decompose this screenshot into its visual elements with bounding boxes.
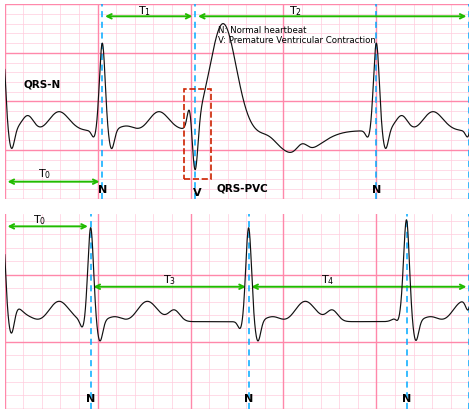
Text: T$_0$: T$_0$ <box>33 213 46 227</box>
Text: T$_1$: T$_1$ <box>137 5 151 18</box>
Text: N: N <box>244 394 253 404</box>
Text: V: V <box>193 188 202 198</box>
Text: QRS-N: QRS-N <box>23 79 61 89</box>
Text: N: N <box>402 394 411 404</box>
Text: N: Normal heartbeat
V: Premature Ventricular Contraction: N: Normal heartbeat V: Premature Ventric… <box>219 26 376 45</box>
Text: T$_4$: T$_4$ <box>321 273 334 287</box>
Text: T$_2$: T$_2$ <box>289 5 301 18</box>
Text: QRS-PVC: QRS-PVC <box>216 183 268 193</box>
Text: N: N <box>372 185 381 195</box>
Text: N: N <box>98 185 107 195</box>
Bar <box>183 89 211 179</box>
Text: T$_3$: T$_3$ <box>163 273 176 287</box>
Text: N: N <box>86 394 95 404</box>
Text: T$_0$: T$_0$ <box>37 168 51 181</box>
